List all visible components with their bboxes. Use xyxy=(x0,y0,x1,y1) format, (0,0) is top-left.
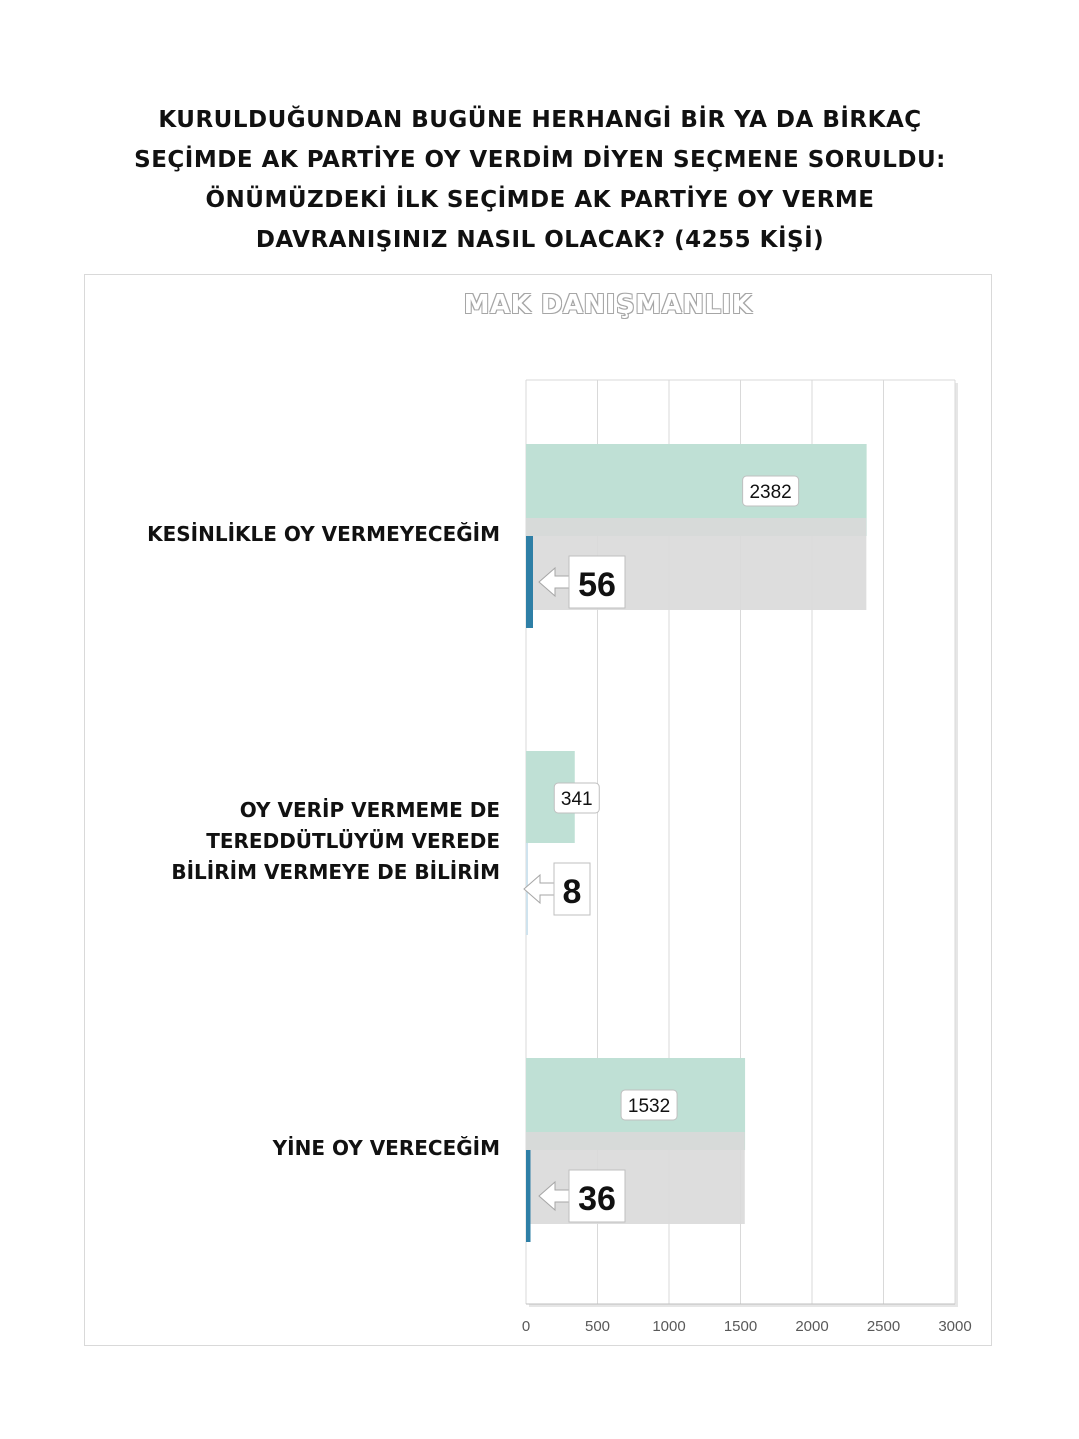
secondary-data-label-box-2 xyxy=(553,862,591,916)
title-line-3: ÖNÜMÜZDEKİ İLK SEÇİMDE AK PARTİYE OY VER… xyxy=(205,187,875,213)
x-tick-label-1500: 1500 xyxy=(724,1318,757,1335)
x-tick-label-2000: 2000 xyxy=(795,1318,828,1335)
secondary-data-label-1: 56 xyxy=(578,566,616,604)
primary-data-label-2: 341 xyxy=(561,789,593,810)
x-tick-label-3000: 3000 xyxy=(938,1318,971,1335)
secondary-data-label-2: 8 xyxy=(563,873,582,911)
primary-data-label-box-1 xyxy=(742,475,800,507)
category-label-1: KESİNLİKLE OY VERMEYECEĞİM xyxy=(147,522,500,546)
secondary-data-label-box-1 xyxy=(568,555,626,609)
x-tick-label-1000: 1000 xyxy=(652,1318,685,1335)
primary-data-label-1: 2382 xyxy=(749,482,791,503)
category-label-3: YİNE OY VERECEĞİM xyxy=(272,1136,500,1160)
x-tick-label-2500: 2500 xyxy=(867,1318,900,1335)
x-tick-label-0: 0 xyxy=(522,1318,530,1335)
primary-data-label-box-3 xyxy=(620,1089,678,1121)
secondary-bar-1 xyxy=(526,536,533,628)
primary-data-label-3: 1532 xyxy=(628,1096,670,1117)
primary-data-label-box-2 xyxy=(553,782,600,814)
title-line-4: DAVRANIŞINIZ NASIL OLACAK? (4255 KİŞİ) xyxy=(255,227,825,253)
page-title: KURULDUĞUNDAN BUGÜNE HERHANGİ BİR YA DA … xyxy=(40,100,1040,260)
secondary-data-label-3: 36 xyxy=(578,1180,616,1218)
title-line-2: SEÇİMDE AK PARTİYE OY VERDİM DİYEN SEÇME… xyxy=(134,147,946,173)
title-line-1: KURULDUĞUNDAN BUGÜNE HERHANGİ BİR YA DA … xyxy=(158,107,922,133)
watermark: MAK DANIŞMANLIK xyxy=(463,290,753,320)
x-tick-label-500: 500 xyxy=(585,1318,610,1335)
secondary-bar-band-3 xyxy=(526,1132,745,1224)
category-label-2: OY VERİP VERMEME DE TEREDDÜTLÜYÜM VEREDE… xyxy=(171,798,500,884)
secondary-data-label-box-3 xyxy=(568,1169,626,1223)
secondary-bar-3 xyxy=(526,1150,531,1242)
